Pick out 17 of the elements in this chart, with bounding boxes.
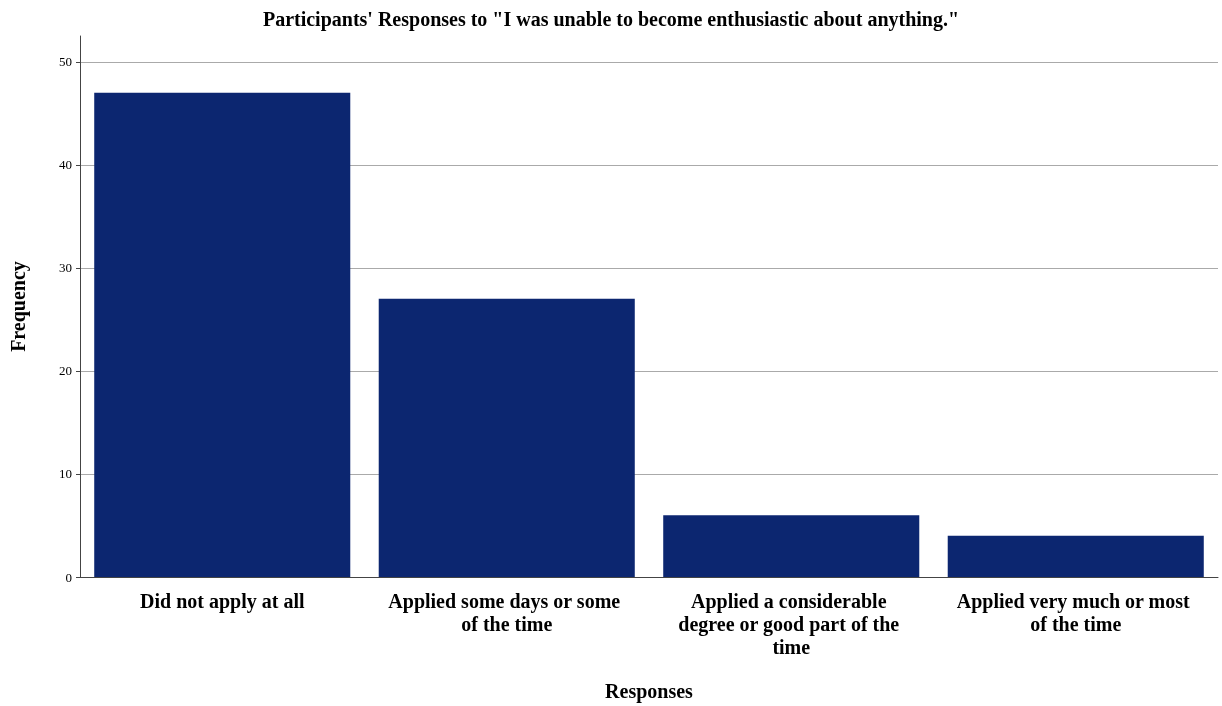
y-tick-label: 50 — [59, 54, 72, 70]
y-tick-label: 40 — [59, 157, 72, 173]
chart-title: Participants' Responses to "I was unable to become enthusiastic about anything." — [262, 8, 960, 31]
y-tick-label: 20 — [59, 363, 72, 379]
y-tick-label: 0 — [65, 569, 72, 585]
x-axis-title: Responses — [605, 680, 694, 703]
bar — [947, 535, 1204, 577]
y-tick-label: 10 — [59, 466, 72, 482]
x-tick-label: Did not apply at all — [140, 589, 305, 613]
y-tick-label: 30 — [59, 260, 72, 276]
bar — [663, 515, 920, 577]
bar — [378, 298, 635, 577]
y-axis-title: Frequency — [7, 261, 30, 352]
x-tick-label: Applied a considerable degree or good part of the time — [678, 589, 905, 658]
bar — [94, 92, 351, 577]
x-tick-label: Applied some days or some of the time — [388, 589, 626, 635]
x-tick-label: Applied very much or most of the time — [956, 589, 1195, 635]
